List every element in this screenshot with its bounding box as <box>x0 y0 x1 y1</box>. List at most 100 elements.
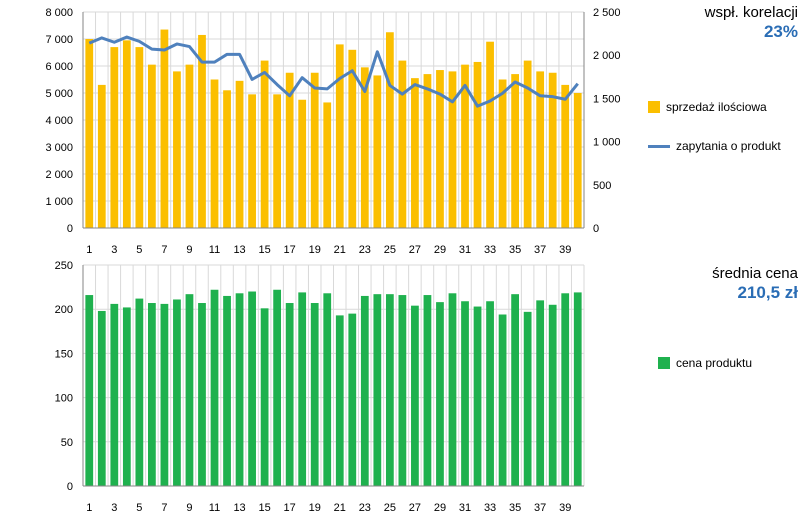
bar <box>273 289 282 486</box>
x-tick-label: 5 <box>136 502 142 514</box>
y-right-tick-label: 2 500 <box>593 7 621 19</box>
x-tick-label: 27 <box>409 244 421 256</box>
bar <box>173 71 181 229</box>
y-left-tick-label: 0 <box>67 223 73 235</box>
bar <box>335 315 344 486</box>
queries-line <box>88 35 579 108</box>
bar <box>198 303 206 486</box>
x-tick-label: 1 <box>86 244 92 256</box>
bar <box>448 293 457 486</box>
legend-queries-label: zapytania o produkt <box>676 139 781 153</box>
bar <box>85 39 94 228</box>
bar <box>210 79 219 228</box>
bar <box>423 74 432 228</box>
legend-price-swatch <box>658 357 670 369</box>
bar <box>511 74 519 228</box>
avg-price-title: średnia cena <box>712 265 798 282</box>
bar <box>498 314 507 486</box>
bar <box>411 305 419 486</box>
bar <box>85 295 94 486</box>
bar <box>398 60 407 228</box>
legend-queries-swatch <box>648 144 670 148</box>
x-tick-label: 31 <box>459 502 471 514</box>
avg-price-value: 210,5 zł <box>737 283 799 302</box>
legend-sales: sprzedaż ilościowa <box>648 100 767 114</box>
bar <box>110 47 119 228</box>
bar <box>561 84 570 229</box>
bar <box>360 67 369 228</box>
x-tick-label: 11 <box>209 502 220 514</box>
x-tick-label: 39 <box>559 502 571 514</box>
bar <box>348 49 357 228</box>
x-tick-label: 37 <box>534 502 546 514</box>
x-tick-label: 17 <box>284 244 296 256</box>
y-left-tick-label: 3 000 <box>45 142 73 154</box>
y-left-tick-label: 6 000 <box>45 61 73 73</box>
y-left-tick-label: 150 <box>55 348 73 360</box>
y-left-tick-label: 100 <box>55 393 73 405</box>
legend-sales-swatch <box>648 101 660 113</box>
bar <box>335 44 344 229</box>
bar <box>97 84 106 229</box>
bar <box>210 289 219 486</box>
y-left-tick-label: 8 000 <box>45 7 73 19</box>
bar <box>285 72 294 228</box>
bar <box>97 310 106 486</box>
y-left-tick-label: 7 000 <box>45 34 73 46</box>
x-tick-label: 9 <box>186 244 192 256</box>
bar <box>185 294 194 486</box>
bar <box>348 313 357 486</box>
bar <box>561 293 570 486</box>
x-tick-label: 17 <box>284 502 296 514</box>
x-tick-label: 27 <box>409 502 421 514</box>
legend-price-label: cena produktu <box>676 356 753 370</box>
bar <box>486 301 494 486</box>
x-tick-label: 35 <box>509 502 521 514</box>
x-tick-label: 13 <box>233 502 245 514</box>
x-tick-label: 29 <box>434 244 446 256</box>
bar <box>173 299 181 486</box>
bar <box>223 90 231 228</box>
x-tick-label: 5 <box>136 244 142 256</box>
bar <box>135 298 144 486</box>
bar <box>160 303 169 486</box>
correlation-value: 23% <box>763 22 798 41</box>
bar <box>523 311 532 486</box>
bar <box>548 304 557 486</box>
bar <box>436 70 444 228</box>
bar <box>273 94 282 228</box>
y-right-tick-label: 0 <box>593 223 599 235</box>
bar <box>148 64 156 229</box>
x-tick-label: 25 <box>384 244 396 256</box>
bar <box>248 94 256 228</box>
x-tick-label: 35 <box>509 244 521 256</box>
x-tick-label: 7 <box>161 502 167 514</box>
bar <box>473 306 482 486</box>
x-tick-label: 23 <box>359 502 371 514</box>
bar <box>373 294 382 486</box>
y-right-tick-label: 1 000 <box>593 137 621 149</box>
x-tick-label: 21 <box>334 502 346 514</box>
x-tick-label: 37 <box>534 244 546 256</box>
x-tick-label: 23 <box>359 244 371 256</box>
y-right-tick-label: 500 <box>593 180 611 192</box>
bar <box>573 292 582 486</box>
x-tick-label: 19 <box>309 244 321 256</box>
bar <box>486 41 494 229</box>
bar <box>411 78 419 229</box>
y-left-tick-label: 250 <box>55 260 73 272</box>
bar <box>423 295 432 486</box>
bar <box>235 293 244 486</box>
bar <box>285 303 294 486</box>
bar <box>160 29 169 228</box>
bar <box>473 61 482 229</box>
bar <box>461 64 469 229</box>
bar <box>185 64 194 229</box>
y-left-tick-label: 1 000 <box>45 196 73 208</box>
bar <box>536 71 545 229</box>
x-tick-label: 11 <box>209 244 220 256</box>
bar <box>523 60 532 228</box>
x-tick-label: 15 <box>258 502 270 514</box>
